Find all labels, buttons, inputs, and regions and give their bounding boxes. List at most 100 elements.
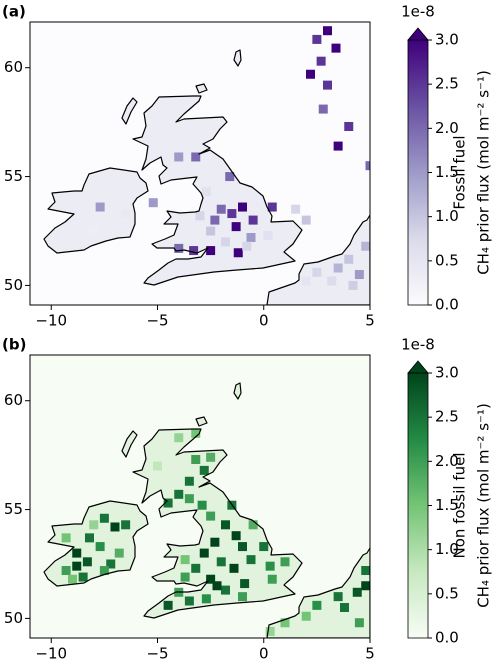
flux-cell [242, 241, 252, 251]
colorbar-label: Non fossil fuel [451, 452, 469, 558]
flux-cell [333, 592, 343, 602]
flux-cell [61, 566, 71, 576]
flux-cell [210, 537, 220, 547]
flux-cell [291, 204, 301, 214]
x-tick-label: 5 [365, 312, 375, 330]
flux-cell [354, 270, 364, 280]
flux-cell [331, 43, 341, 53]
panel-label: (b) [2, 336, 26, 354]
flux-cell [206, 574, 216, 584]
y-tick-label: 55 [4, 500, 23, 518]
flux-cell [267, 202, 277, 212]
colorbar [407, 372, 429, 639]
flux-cell [148, 198, 158, 208]
flux-cell [72, 548, 82, 558]
colorbar-tick-label: 0.0 [435, 629, 459, 647]
colorbar-tick-label: 2.5 [435, 408, 459, 426]
flux-cell [184, 596, 194, 606]
flux-cell [199, 548, 209, 558]
flux-cell [99, 566, 109, 576]
flux-cell [110, 522, 120, 532]
colorbar-tick-label: 1.0 [435, 540, 459, 558]
flux-cell [240, 579, 250, 589]
map-layer [43, 382, 370, 638]
flux-cell [316, 56, 326, 66]
flux-cell [174, 489, 184, 499]
flux-cell [78, 572, 88, 582]
flux-cell [301, 276, 311, 286]
flux-cell [259, 542, 269, 552]
flux-cell [212, 581, 222, 591]
flux-cell [180, 555, 190, 565]
flux-cell [229, 563, 239, 573]
flux-cell [361, 566, 370, 576]
flux-cell [280, 557, 290, 567]
flux-cell [333, 141, 343, 151]
x-tick-label: −10 [35, 312, 67, 330]
flux-cell [197, 500, 207, 510]
flux-cell [225, 172, 235, 182]
flux-cell [323, 80, 332, 90]
colorbar-label: Fossil fuel [451, 135, 469, 209]
colorbar-tick-label: 0.5 [435, 584, 459, 602]
y-tick-label: 50 [4, 276, 23, 294]
y-tick-label: 60 [4, 391, 23, 409]
y-tick-label: 60 [4, 58, 23, 76]
flux-cell [238, 202, 247, 212]
flux-cell [106, 559, 116, 569]
flux-cell [340, 603, 349, 613]
colorbar-tick-label: 0.5 [435, 251, 459, 269]
colorbar-tick-label: 3.0 [435, 364, 459, 382]
flux-cell [68, 574, 77, 584]
flux-cell [174, 152, 184, 162]
flux-cell [227, 209, 237, 219]
flux-cell [95, 542, 105, 552]
colorbar-offset: 1e-8 [401, 3, 435, 21]
plot-frame [29, 21, 371, 306]
colorbar-tick-label: 3.0 [435, 31, 459, 49]
x-tick-label: 5 [365, 645, 375, 660]
flux-cell [263, 230, 273, 240]
flux-cell [191, 152, 201, 162]
flux-cell [163, 498, 173, 508]
flux-cell [265, 626, 275, 636]
x-tick-label: 0 [259, 645, 269, 660]
flux-cell [301, 611, 311, 621]
flux-cell [312, 34, 322, 44]
flux-cell [238, 592, 247, 602]
plot-frame [29, 354, 371, 639]
flux-cell [312, 600, 322, 610]
flux-cell [72, 561, 82, 571]
flux-cell [344, 121, 354, 131]
colorbar-extend [407, 27, 429, 41]
flux-cell [95, 202, 105, 212]
flux-cell [221, 520, 230, 530]
flux-cell [201, 594, 211, 604]
flux-cell [365, 161, 370, 171]
x-tick-label: −5 [146, 312, 168, 330]
flux-cell [99, 513, 109, 523]
flux-cell [216, 204, 226, 214]
flux-cell [61, 533, 71, 543]
map-layer [43, 26, 370, 305]
flux-cell [361, 581, 370, 591]
flux-cell [206, 511, 216, 521]
flux-cell [333, 263, 343, 273]
colorbar-tick-label: 2.0 [435, 119, 459, 137]
flux-cell [231, 531, 241, 541]
colorbar-tick-label: 1.5 [435, 496, 459, 514]
flux-cell [89, 226, 99, 236]
x-tick-label: −5 [146, 645, 168, 660]
colorbar-tick-label: 1.0 [435, 207, 459, 225]
flux-cell [121, 209, 131, 219]
flux-cell [248, 215, 258, 225]
flux-cell [114, 548, 124, 558]
flux-cell [344, 254, 354, 264]
panel-label: (a) [2, 3, 26, 21]
flux-cell [85, 533, 94, 543]
colorbar-extend [407, 360, 429, 374]
flux-cell [221, 237, 230, 247]
flux-cell [231, 222, 241, 232]
flux-cell [184, 476, 194, 486]
colorbar-tick-label: 0.0 [435, 296, 459, 314]
